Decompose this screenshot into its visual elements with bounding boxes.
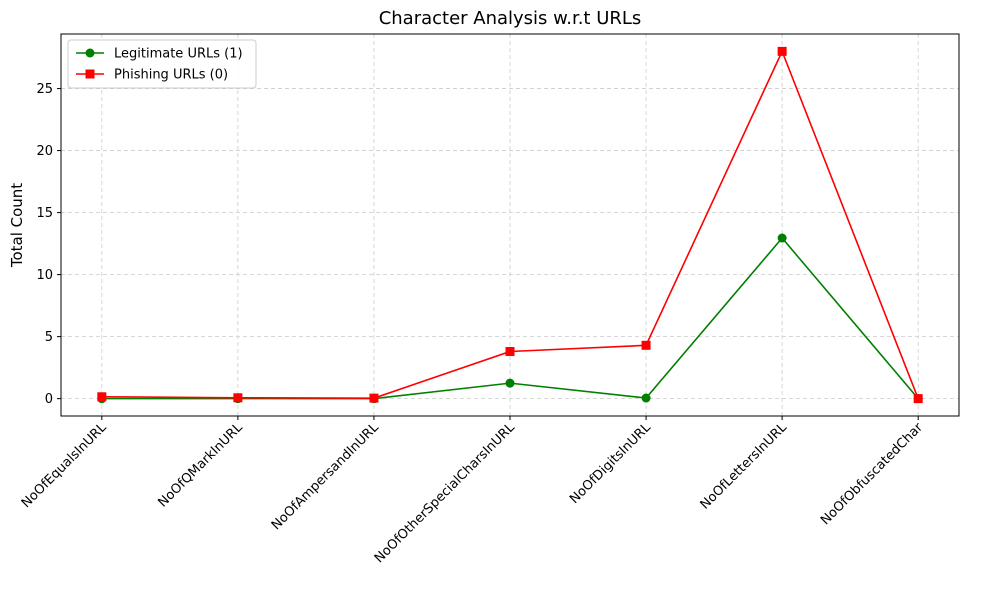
data-point [369, 393, 379, 403]
data-point [777, 46, 787, 56]
series-line [101, 236, 919, 400]
y-tick-label: 20 [36, 144, 53, 159]
x-tick-label: NoOfEqualsInURL [19, 420, 110, 511]
y-tick-label: 5 [45, 330, 53, 345]
y-tick-label: 15 [36, 206, 53, 221]
x-tick-label: NoOfDigitsInURL [567, 420, 654, 507]
y-axis-label: Total Count [8, 183, 26, 268]
legend-box [67, 39, 257, 89]
axes-layer: 0 5 10 15 20 25 NoOfEqualsInURL NoOfQMarkInURL N… [19, 33, 960, 567]
series-layer [97, 46, 923, 404]
legend: Legitimate URLs (1) Phishing URLs (0) [67, 39, 257, 89]
x-tick-label: NoOfLettersInURL [698, 420, 791, 513]
series-1 [97, 46, 923, 404]
y-tick-label: 10 [36, 268, 53, 283]
x-tick-label: NoOfAmpersandInURL [269, 420, 382, 533]
legend-marker [85, 69, 95, 79]
data-point [641, 393, 651, 403]
x-tick-label: NoOfObfuscatedChar [818, 420, 926, 528]
chart-title: Character Analysis w.r.t URLs [379, 8, 642, 29]
x-tick-label: NoOfQMarkInURL [155, 420, 246, 511]
data-point [505, 347, 515, 357]
data-point [233, 393, 243, 403]
y-tick-label: 0 [45, 392, 53, 407]
data-point [777, 233, 787, 243]
data-point [505, 378, 515, 388]
data-point [97, 392, 107, 402]
legend-entry: Phishing URLs (0) [76, 68, 228, 83]
grid-layer [61, 34, 959, 416]
y-tick-label: 25 [36, 82, 53, 97]
data-point [913, 394, 923, 404]
data-point [641, 340, 651, 350]
legend-label: Phishing URLs (0) [114, 68, 228, 83]
legend-marker [85, 48, 95, 58]
x-tick-label: NoOfOtherSpecialCharsInURL [372, 420, 519, 567]
legend-entry: Legitimate URLs (1) [76, 47, 243, 62]
legend-label: Legitimate URLs (1) [114, 47, 243, 62]
